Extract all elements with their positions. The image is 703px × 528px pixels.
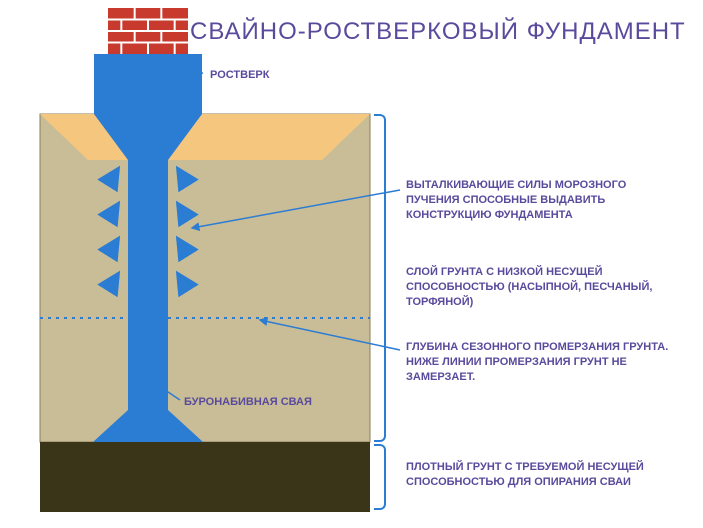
annotation-frost-heave: ВЫТАЛКИВАЮЩИЕ СИЛЫ МОРОЗНОГОПУЧЕНИЯ СПОС… [406, 178, 626, 223]
annotation-weak-soil: СЛОЙ ГРУНТА С НИЗКОЙ НЕСУЩЕЙСПОСОБНОСТЬЮ… [406, 265, 652, 310]
label-pile: БУРОНАБИВНАЯ СВАЯ [184, 395, 312, 410]
annotation-dense-soil: ПЛОТНЫЙ ГРУНТ С ТРЕБУЕМОЙ НЕСУЩЕЙСПОСОБН… [406, 460, 644, 490]
brace-upper-soil [374, 114, 386, 442]
label-rostverk: РОСТВЕРК [210, 68, 269, 83]
foundation-diagram [0, 0, 703, 528]
annotation-frost-depth: ГЛУБИНА СЕЗОННОГО ПРОМЕРЗАНИЯ ГРУНТА.НИЖ… [406, 340, 668, 385]
brace-lower-soil [374, 444, 386, 510]
